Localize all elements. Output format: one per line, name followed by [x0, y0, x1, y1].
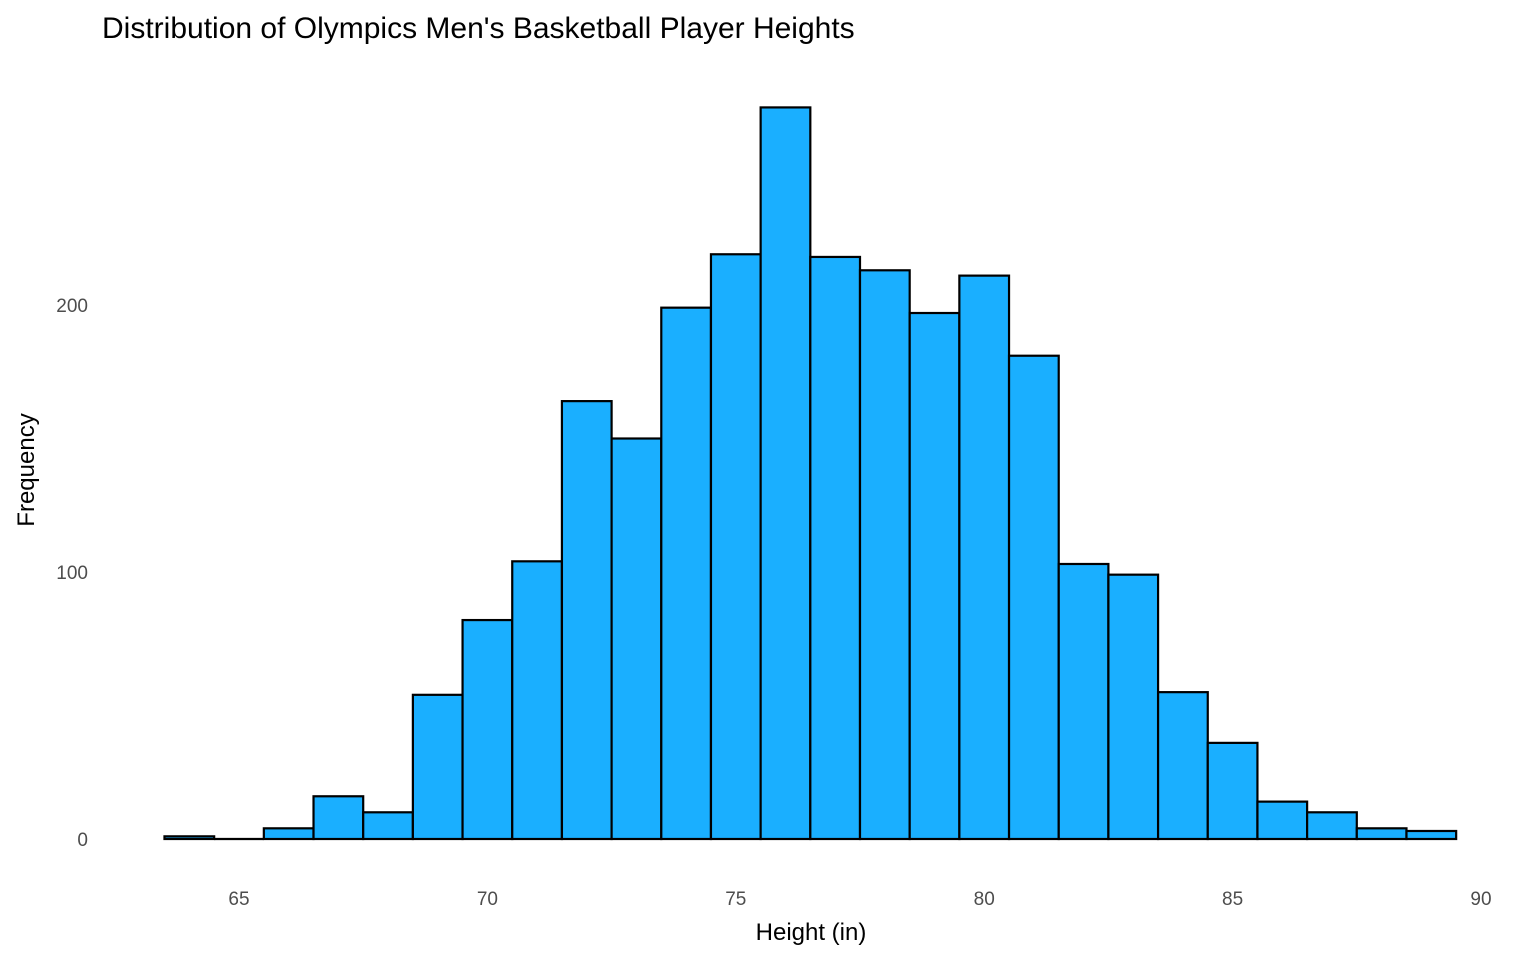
histogram-bar: [858, 269, 911, 841]
histogram-bar: [1405, 829, 1458, 841]
bars-group: [163, 106, 1458, 841]
x-axis-title: Height (in): [756, 919, 867, 946]
y-tick-label: 100: [56, 563, 88, 584]
y-axis-title: Frequency: [13, 413, 40, 526]
histogram-bar: [1206, 741, 1259, 841]
x-tick-label: 85: [1222, 889, 1243, 910]
histogram-bar: [1355, 827, 1408, 841]
histogram-bar: [262, 827, 315, 841]
histogram-bar: [1057, 562, 1110, 841]
histogram-bar: [1007, 354, 1060, 841]
histogram-bar: [511, 560, 564, 841]
x-tick-label: 75: [725, 889, 746, 910]
histogram-bar: [759, 106, 812, 841]
histogram-bar: [560, 400, 613, 841]
histogram-bar: [362, 811, 414, 841]
chart-title: Distribution of Olympics Men's Basketbal…: [102, 12, 855, 45]
histogram-bar: [1256, 800, 1309, 841]
histogram-bar: [1156, 691, 1209, 841]
histogram-bar: [958, 274, 1011, 841]
histogram-bar: [163, 835, 216, 841]
histogram-bar: [312, 795, 365, 841]
histogram-bar: [1107, 573, 1160, 841]
histogram-bar: [461, 618, 514, 841]
x-tick-label: 90: [1470, 889, 1491, 910]
x-tick-labels: 65 70 75 80 85 90: [228, 889, 1491, 910]
histogram-bar: [809, 255, 862, 841]
histogram-bar: [411, 693, 464, 841]
histogram-bar: [709, 253, 762, 841]
histogram-bar: [1306, 811, 1358, 841]
y-tick-label: 200: [56, 296, 88, 317]
histogram-bar: [660, 306, 713, 841]
histogram-bar: [908, 311, 961, 841]
x-tick-label: 70: [477, 889, 498, 910]
x-tick-label: 65: [228, 889, 249, 910]
histogram-bar: [610, 437, 663, 841]
y-tick-labels: 0 100 200: [56, 296, 88, 851]
y-tick-label: 0: [77, 830, 88, 851]
x-tick-label: 80: [974, 889, 995, 910]
